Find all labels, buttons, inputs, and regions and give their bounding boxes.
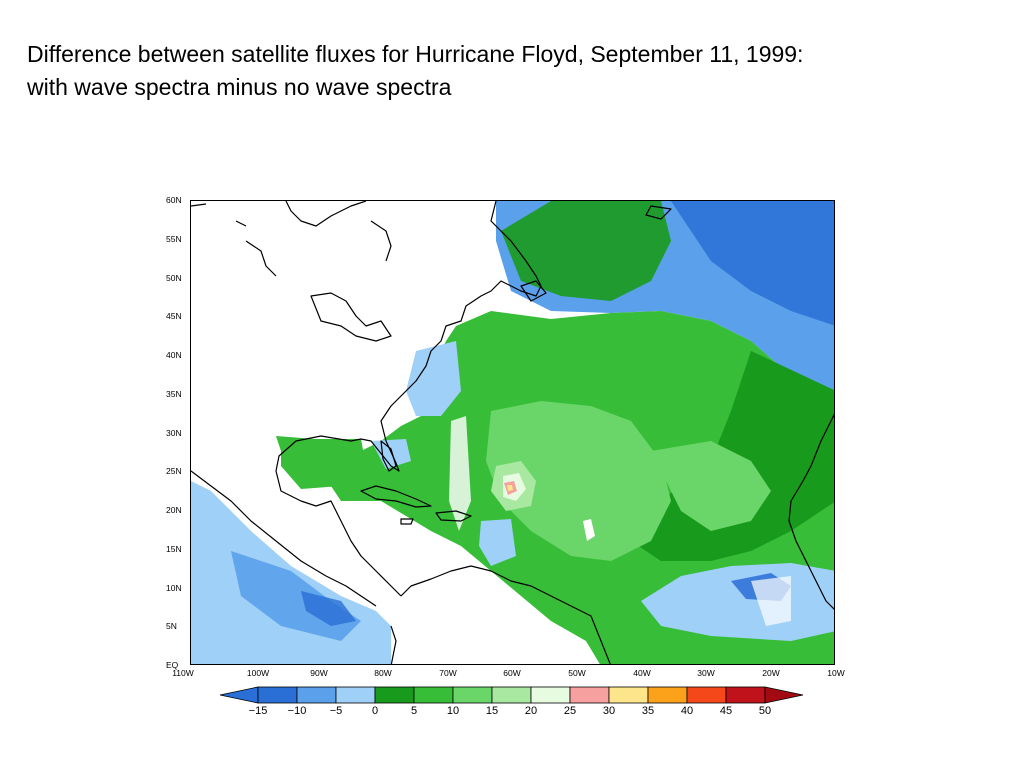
colorbar-box bbox=[608, 686, 649, 704]
colorbar-boxes bbox=[219, 686, 804, 704]
shade-green-north bbox=[501, 201, 671, 301]
lon-label: 90W bbox=[310, 668, 328, 678]
lat-label: 50N bbox=[166, 273, 182, 283]
coast-cuba bbox=[360, 485, 432, 508]
colorbar-tick-label: 35 bbox=[641, 705, 655, 717]
lat-label: 55N bbox=[166, 234, 182, 244]
colorbar-tick-label: 0 bbox=[371, 705, 379, 717]
colorbar-tick-label: 10 bbox=[446, 705, 460, 717]
lon-label: 100W bbox=[246, 668, 270, 678]
map-title: Difference between satellite fluxes for … bbox=[27, 38, 1007, 104]
lon-label: 50W bbox=[568, 668, 586, 678]
colorbar-tick-label: 50 bbox=[758, 705, 772, 717]
shade-lightgreen-center bbox=[486, 401, 671, 561]
lon-label: 40W bbox=[633, 668, 651, 678]
colorbar-tick-label: −10 bbox=[287, 705, 307, 717]
colorbar-box bbox=[569, 686, 610, 704]
lat-label: 40N bbox=[166, 350, 182, 360]
shade-blue-carib bbox=[479, 519, 516, 566]
lat-label: 45N bbox=[166, 311, 182, 321]
colorbar-box bbox=[296, 686, 337, 704]
colorbar-tick-label: 45 bbox=[719, 705, 733, 717]
coast-africa bbox=[788, 413, 834, 610]
nodata-white-1 bbox=[583, 519, 595, 541]
colorbar-box bbox=[257, 686, 298, 704]
coast-jamaica bbox=[400, 518, 414, 525]
shading-layer bbox=[191, 201, 834, 664]
colorbar bbox=[219, 686, 804, 704]
shade-darkblue-pacific bbox=[301, 591, 356, 626]
colorbar-box bbox=[491, 686, 532, 704]
lat-label: 60N bbox=[166, 195, 182, 205]
lat-label: 20N bbox=[166, 505, 182, 515]
lat-label: 30N bbox=[166, 428, 182, 438]
colorbar-tick-label: 25 bbox=[563, 705, 577, 717]
title-line-1: Difference between satellite fluxes for … bbox=[27, 41, 804, 67]
coast-south-america bbox=[400, 565, 611, 664]
coast-newfoundland bbox=[520, 280, 547, 302]
shade-darkblue-north bbox=[671, 201, 834, 326]
nodata-white-2 bbox=[449, 416, 471, 531]
flux-difference-map bbox=[190, 200, 835, 665]
colorbar-tick-label: 15 bbox=[485, 705, 499, 717]
colorbar-box bbox=[413, 686, 454, 704]
colorbar-box bbox=[452, 686, 493, 704]
colorbar-tick-label: 40 bbox=[680, 705, 694, 717]
coast-great-lakes bbox=[310, 292, 392, 342]
colorbar-box bbox=[686, 686, 727, 704]
coastline-layer bbox=[191, 201, 834, 664]
shade-yellow-core bbox=[507, 485, 513, 491]
lat-label: 5N bbox=[166, 621, 177, 631]
shade-lightgreen-east bbox=[651, 441, 771, 531]
lon-label: 30W bbox=[697, 668, 715, 678]
colorbar-tick-label: 20 bbox=[524, 705, 538, 717]
nodata-white-3 bbox=[751, 576, 791, 626]
lon-label: 110W bbox=[172, 668, 194, 678]
coast-hispaniola bbox=[435, 510, 472, 522]
colorbar-box bbox=[530, 686, 571, 704]
lon-label: 10W bbox=[827, 668, 845, 678]
map-canvas bbox=[191, 201, 834, 664]
lat-label: EQ bbox=[166, 660, 179, 670]
lat-label: 35N bbox=[166, 389, 182, 399]
colorbar-tick-label: −5 bbox=[329, 705, 343, 717]
colorbar-box bbox=[335, 686, 376, 704]
shade-blue-coast bbox=[406, 341, 461, 416]
lat-label: 15N bbox=[166, 544, 182, 554]
coast-florida bbox=[380, 440, 397, 472]
colorbar-arrow-high bbox=[764, 686, 804, 704]
lat-label: 10N bbox=[166, 583, 182, 593]
colorbar-tick-label: 30 bbox=[602, 705, 616, 717]
colorbar-tick-label: 5 bbox=[410, 705, 418, 717]
lon-label: 80W bbox=[374, 668, 392, 678]
colorbar-box bbox=[725, 686, 766, 704]
colorbar-tick-label: −15 bbox=[248, 705, 268, 717]
lon-label: 60W bbox=[503, 668, 521, 678]
coast-iceland bbox=[645, 205, 672, 220]
coast-hudson bbox=[235, 220, 392, 277]
lat-label: 25N bbox=[166, 466, 182, 476]
shade-blue-fl bbox=[371, 439, 411, 469]
coast-sa-inland bbox=[390, 625, 397, 664]
colorbar-arrow-low bbox=[219, 686, 259, 704]
lon-label: 70W bbox=[439, 668, 457, 678]
coast-north-america bbox=[191, 201, 542, 597]
coast-pacific-mexico bbox=[191, 470, 377, 607]
lon-label: 20W bbox=[762, 668, 780, 678]
title-line-2: with wave spectra minus no wave spectra bbox=[27, 74, 452, 100]
colorbar-box bbox=[374, 686, 415, 704]
shade-green-gulf bbox=[281, 439, 366, 489]
colorbar-box bbox=[647, 686, 688, 704]
